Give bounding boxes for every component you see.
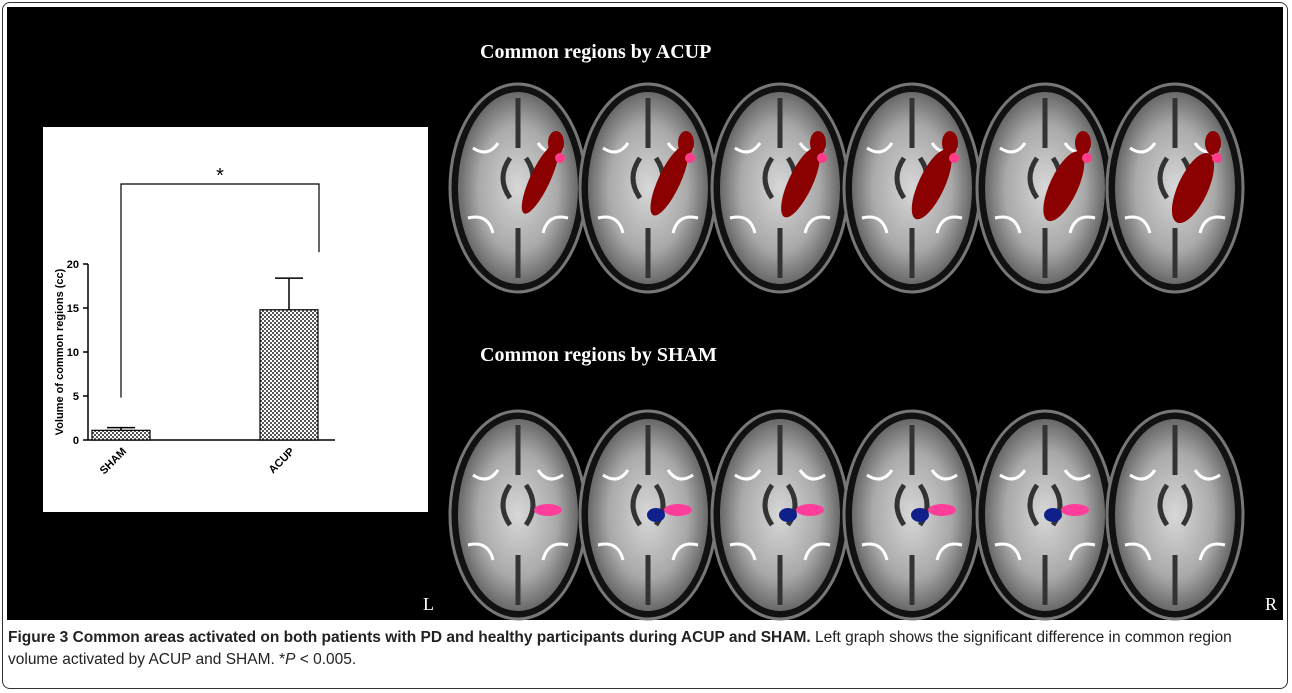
y-axis-label: Volume of common regions (cc) (54, 268, 66, 435)
activation (942, 131, 958, 155)
activation (1044, 508, 1062, 522)
page: Common regions by ACUP Common regions by… (0, 0, 1292, 693)
activation (685, 153, 695, 163)
caption-text: P (285, 651, 295, 668)
activation (911, 508, 929, 522)
activation (678, 131, 694, 155)
chart-background (43, 127, 428, 512)
activation (817, 153, 827, 163)
activation (664, 504, 692, 516)
caption: Figure 3 Common areas activated on both … (8, 627, 1278, 671)
panel-title: Common regions by SHAM (480, 344, 717, 366)
activation (1082, 153, 1092, 163)
orientation-label: L (423, 594, 434, 614)
bar (92, 430, 150, 440)
figure: Common regions by ACUP Common regions by… (0, 0, 1292, 625)
y-tick-label: 20 (67, 259, 79, 271)
activation (1061, 504, 1089, 516)
y-tick-label: 5 (73, 391, 79, 403)
activation (1205, 131, 1221, 155)
activation (796, 504, 824, 516)
caption-title: Figure 3 Common areas activated on both … (8, 629, 811, 646)
activation (555, 153, 565, 163)
y-tick-label: 0 (73, 435, 79, 447)
y-tick-label: 10 (67, 347, 79, 359)
bar (260, 310, 318, 440)
orientation-label: R (1265, 594, 1277, 614)
activation (779, 508, 797, 522)
significance-label: * (216, 165, 224, 187)
activation (647, 508, 665, 522)
caption-text: < 0.005. (295, 651, 356, 668)
activation (949, 153, 959, 163)
activation (1075, 131, 1091, 155)
activation (1212, 153, 1222, 163)
activation (548, 131, 564, 155)
activation (928, 504, 956, 516)
panel-title: Common regions by ACUP (480, 41, 711, 63)
activation (810, 131, 826, 155)
activation (534, 504, 562, 516)
y-tick-label: 15 (67, 303, 79, 315)
